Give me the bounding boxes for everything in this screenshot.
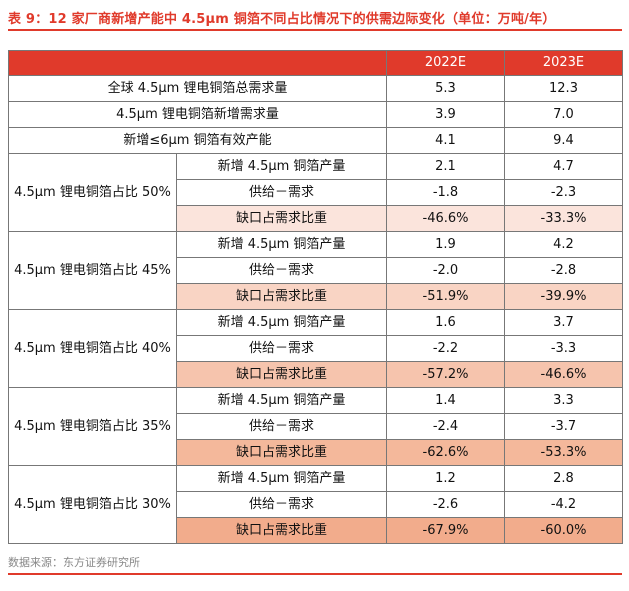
value-2023e: -60.0% <box>504 517 623 544</box>
value-2022e: 4.1 <box>386 127 505 154</box>
value-2022e: -2.2 <box>386 335 505 362</box>
row-label: 新增 4.5μm 铜箔产量 <box>176 465 387 492</box>
row-label: 新增 4.5μm 铜箔产量 <box>176 153 387 180</box>
row-label: 缺口占需求比重 <box>176 205 387 232</box>
table-row: 4.5μm 锂电铜箔占比 50% 新增 4.5μm 铜箔产量 2.1 4.7 <box>8 153 623 232</box>
row-label: 缺口占需求比重 <box>176 361 387 388</box>
bottom-rule <box>8 573 622 575</box>
header-row: 2022E 2023E <box>8 50 623 76</box>
header-2023e: 2023E <box>504 50 623 76</box>
row-label: 供给－需求 <box>176 179 387 206</box>
row-label: 新增 4.5μm 铜箔产量 <box>176 231 387 258</box>
value-2022e: -57.2% <box>386 361 505 388</box>
value-2022e: -62.6% <box>386 439 505 466</box>
table-row: 供给－需求 -1.8 -2.3 <box>9 179 623 206</box>
row-label: 新增 4.5μm 铜箔产量 <box>176 387 387 414</box>
gap-ratio-row: 缺口占需求比重 -62.6% -53.3% <box>8 439 623 466</box>
row-label: 新增≤6μm 铜箔有效产能 <box>8 127 387 154</box>
header-blank-cell <box>8 50 387 76</box>
value-2023e: 4.2 <box>504 231 623 258</box>
table-row: 供给－需求 -2.6 -4.2 <box>9 491 623 518</box>
value-2023e: 3.7 <box>504 309 623 336</box>
value-2023e: -39.9% <box>504 283 623 310</box>
value-2022e: 2.1 <box>386 153 505 180</box>
table-row: 4.5μm 锂电铜箔占比 45% 新增 4.5μm 铜箔产量 1.9 4.2 <box>8 231 623 310</box>
value-2022e: 1.9 <box>386 231 505 258</box>
table-row: 全球 4.5μm 锂电铜箔总需求量 5.3 12.3 <box>8 75 623 102</box>
value-2023e: 3.3 <box>504 387 623 414</box>
value-2023e: -53.3% <box>504 439 623 466</box>
header-2022e: 2022E <box>386 50 505 76</box>
table-row: 新增≤6μm 铜箔有效产能 4.1 9.4 <box>8 127 623 154</box>
table-row: 供给－需求 -2.0 -2.8 <box>9 257 623 284</box>
row-label: 供给－需求 <box>176 413 387 440</box>
row-label: 全球 4.5μm 锂电铜箔总需求量 <box>8 75 387 102</box>
value-2022e: 1.4 <box>386 387 505 414</box>
value-2023e: 12.3 <box>504 75 623 102</box>
row-label: 供给－需求 <box>176 257 387 284</box>
row-label: 缺口占需求比重 <box>176 517 387 544</box>
row-label: 供给－需求 <box>176 335 387 362</box>
row-label: 供给－需求 <box>176 491 387 518</box>
group-label: 4.5μm 锂电铜箔占比 45% <box>8 231 177 310</box>
value-2022e: 1.2 <box>386 465 505 492</box>
value-2023e: 7.0 <box>504 101 623 128</box>
value-2023e: -33.3% <box>504 205 623 232</box>
table-row: 4.5μm 锂电铜箔占比 30% 新增 4.5μm 铜箔产量 1.2 2.8 <box>8 465 623 544</box>
value-2023e: 2.8 <box>504 465 623 492</box>
value-2023e: 9.4 <box>504 127 623 154</box>
row-label: 缺口占需求比重 <box>176 283 387 310</box>
row-label: 新增 4.5μm 铜箔产量 <box>176 309 387 336</box>
value-2023e: -2.8 <box>504 257 623 284</box>
supply-demand-table: 2022E 2023E 全球 4.5μm 锂电铜箔总需求量 5.3 12.3 4… <box>8 50 623 544</box>
group-label: 4.5μm 锂电铜箔占比 50% <box>8 153 177 232</box>
value-2022e: -51.9% <box>386 283 505 310</box>
value-2023e: -46.6% <box>504 361 623 388</box>
value-2023e: -3.7 <box>504 413 623 440</box>
value-2022e: 1.6 <box>386 309 505 336</box>
table-row: 供给－需求 -2.4 -3.7 <box>9 413 623 440</box>
value-2022e: -2.6 <box>386 491 505 518</box>
data-source-note: 数据来源：东方证券研究所 <box>8 556 140 569</box>
top-rule <box>8 29 622 31</box>
value-2022e: -2.0 <box>386 257 505 284</box>
group-label: 4.5μm 锂电铜箔占比 35% <box>8 387 177 466</box>
value-2023e: -2.3 <box>504 179 623 206</box>
value-2022e: -67.9% <box>386 517 505 544</box>
value-2022e: -46.6% <box>386 205 505 232</box>
table-row: 4.5μm 锂电铜箔新增需求量 3.9 7.0 <box>8 101 623 128</box>
value-2022e: 5.3 <box>386 75 505 102</box>
value-2023e: 4.7 <box>504 153 623 180</box>
group-label: 4.5μm 锂电铜箔占比 30% <box>8 465 177 544</box>
table-row: 供给－需求 -2.2 -3.3 <box>9 335 623 362</box>
value-2023e: -3.3 <box>504 335 623 362</box>
value-2022e: -2.4 <box>386 413 505 440</box>
row-label: 缺口占需求比重 <box>176 439 387 466</box>
table-row: 4.5μm 锂电铜箔占比 35% 新增 4.5μm 铜箔产量 1.4 3.3 <box>8 387 623 466</box>
value-2023e: -4.2 <box>504 491 623 518</box>
table-row: 4.5μm 锂电铜箔占比 40% 新增 4.5μm 铜箔产量 1.6 3.7 <box>8 309 623 388</box>
value-2022e: -1.8 <box>386 179 505 206</box>
value-2022e: 3.9 <box>386 101 505 128</box>
group-label: 4.5μm 锂电铜箔占比 40% <box>8 309 177 388</box>
row-label: 4.5μm 锂电铜箔新增需求量 <box>8 101 387 128</box>
table-title: 表 9：12 家厂商新增产能中 4.5μm 铜箔不同占比情况下的供需边际变化（单… <box>8 12 556 27</box>
